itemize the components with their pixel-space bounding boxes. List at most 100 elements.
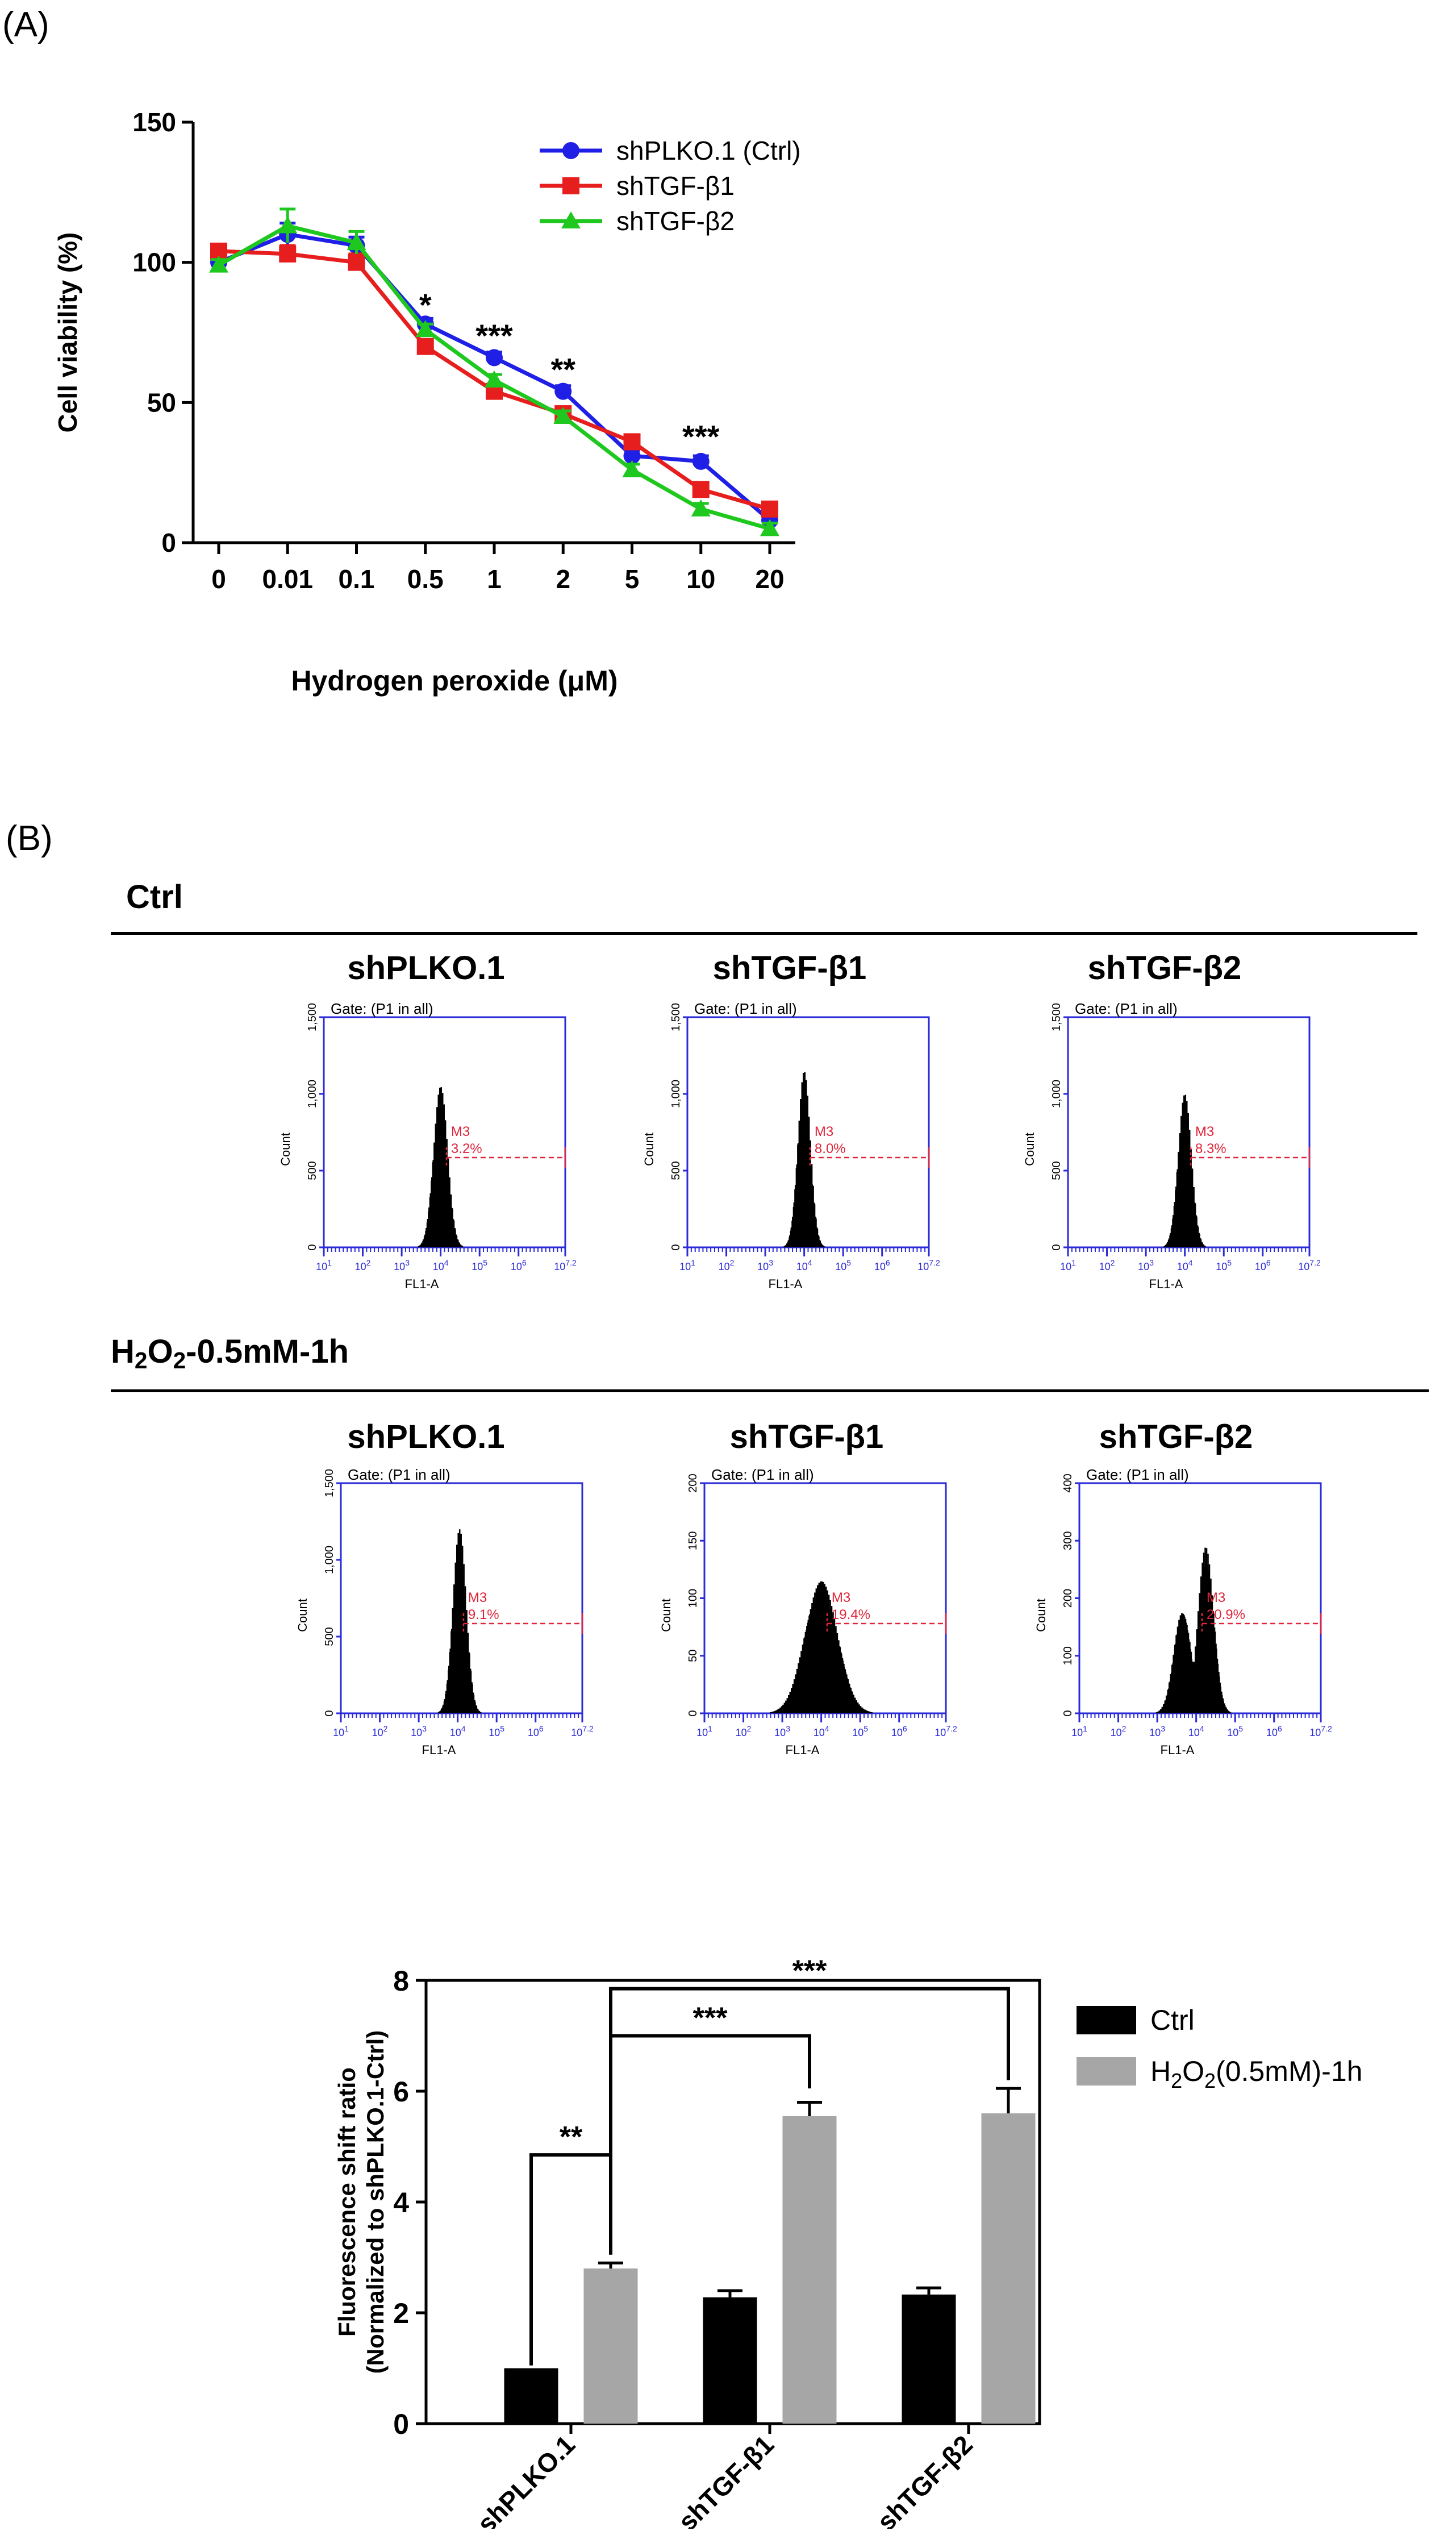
y-tick-label: 500 — [670, 1161, 682, 1180]
y-tick-label: 100 — [1062, 1646, 1074, 1665]
x-tick-label: 102 — [1099, 1258, 1115, 1272]
y-axis-title: Count — [642, 1133, 656, 1166]
legend-swatch-ctrl — [1077, 2006, 1136, 2034]
y-tick-label: 8 — [393, 1965, 409, 1997]
bar — [504, 2368, 558, 2424]
data-point — [278, 216, 298, 234]
y-tick-label: 400 — [1062, 1473, 1074, 1492]
data-point — [623, 447, 641, 465]
histogram-bars — [1155, 1547, 1232, 1713]
y-tick-label: 150 — [687, 1531, 699, 1550]
x-tick-label: 101 — [1071, 1724, 1087, 1738]
y-tick-label: 1,000 — [670, 1080, 682, 1108]
y-axis-title-line1: Fluorescence shift ratio — [333, 2067, 360, 2337]
y-tick-label: 0 — [323, 1710, 336, 1716]
legend-label-ctrl: Ctrl — [1150, 2004, 1195, 2036]
data-point — [760, 519, 779, 536]
significance-label: * — [419, 287, 432, 323]
data-point — [691, 499, 711, 517]
x-tick-label: 102 — [355, 1258, 371, 1272]
x-tick-label: 103 — [394, 1258, 410, 1272]
y-tick-label: 1,500 — [1050, 1003, 1063, 1031]
y-tick-label: 1,000 — [323, 1546, 336, 1574]
bar — [782, 2116, 837, 2424]
x-axis-title: FL1-A — [769, 1277, 803, 1291]
hist-title-ctrl-shtgfb1: shTGF-β1 — [712, 950, 867, 986]
y-axis-title: Cell viability (%) — [53, 232, 82, 433]
section-h2o2-title: H2O2-0.5mM-1h — [111, 1333, 349, 1374]
x-tick-label: 0.5 — [407, 564, 444, 594]
gate-label: Gate: (P1 in all) — [694, 1000, 797, 1017]
marker-name: M3 — [468, 1590, 487, 1605]
panel-a-label: (A) — [2, 5, 49, 44]
y-tick-label: 500 — [1050, 1161, 1063, 1180]
x-tick-label: 101 — [1060, 1258, 1076, 1272]
x-axis-title: Hydrogen peroxide (μM) — [291, 665, 618, 697]
histogram-bars — [1163, 1094, 1206, 1247]
x-tick-label: 105 — [1227, 1724, 1243, 1738]
y-tick-label: 0 — [1050, 1244, 1063, 1250]
bar — [703, 2297, 757, 2424]
y-axis-title: Count — [659, 1599, 673, 1632]
histogram-ctrl-shplko: Gate: (P1 in all) 0 500 1,000 1,500 Count 101 1… — [278, 1000, 577, 1291]
marker-name: M3 — [1195, 1124, 1214, 1139]
data-point — [553, 407, 573, 424]
x-tick-label: 105 — [472, 1258, 487, 1272]
y-tick-label: 0 — [161, 528, 176, 557]
histogram-h2o2-shtgfb1: Gate: (P1 in all) 0 50 100 150 200 Count 101 102… — [659, 1466, 957, 1757]
x-axis-title: FL1-A — [1149, 1277, 1183, 1291]
data-point — [416, 338, 434, 355]
y-axis-title: Count — [1034, 1599, 1048, 1632]
y-tick-label: 0 — [670, 1244, 682, 1250]
x-tick-label: 0.01 — [262, 564, 313, 594]
x-tick-label: 102 — [736, 1724, 752, 1738]
x-tick-label: 20 — [755, 564, 784, 594]
x-tick-label: 106 — [1255, 1258, 1271, 1272]
marker-value: 20.9% — [1207, 1607, 1245, 1622]
marker-value: 8.3% — [1195, 1141, 1226, 1156]
x-tick-label: 103 — [1149, 1724, 1165, 1738]
x-tick-label: 0 — [211, 564, 226, 594]
x-tick-label: 107.2 — [1309, 1724, 1332, 1738]
section-h2o2-rule — [111, 1389, 1429, 1392]
significance-bracket — [609, 1987, 1010, 2255]
y-tick-label: 200 — [687, 1473, 699, 1492]
y-tick-label: 500 — [306, 1161, 319, 1180]
cell-viability-line-chart: 0 50 100 150 0 0.01 0.1 0.5 1 2 5 10 20 Cell viabilit… — [53, 107, 801, 697]
histogram-bars — [418, 1087, 464, 1247]
marker-name: M3 — [451, 1124, 470, 1139]
y-tick-label: 1,000 — [1050, 1080, 1063, 1108]
x-tick-label: 101 — [679, 1258, 695, 1272]
x-axis-title: FL1-A — [1161, 1743, 1195, 1757]
gate-label: Gate: (P1 in all) — [711, 1466, 814, 1483]
data-point — [348, 253, 365, 271]
x-tick-label: 106 — [874, 1258, 890, 1272]
y-axis-title: Count — [295, 1599, 310, 1632]
significance-label: ** — [560, 2121, 583, 2154]
y-tick-label: 50 — [687, 1650, 699, 1662]
significance-bracket — [609, 2034, 811, 2255]
x-tick-label: 104 — [450, 1724, 466, 1738]
data-point — [347, 233, 366, 251]
y-axis-title: Count — [1023, 1133, 1037, 1166]
y-tick-label: 200 — [1062, 1589, 1074, 1608]
legend-label-h2o2: H2O2(0.5mM)-1h — [1150, 2055, 1362, 2092]
x-tick-label: shTGF-β2 — [871, 2429, 979, 2529]
data-point — [554, 382, 572, 400]
legend-marker — [561, 211, 581, 228]
significance-label: *** — [475, 318, 513, 353]
panel-b-label: (B) — [6, 819, 53, 858]
hist-title-h2o2-shtgfb2: shTGF-β2 — [1099, 1418, 1253, 1455]
marker-value: 19.4% — [832, 1607, 870, 1622]
marker-name: M3 — [832, 1590, 850, 1605]
y-tick-label: 1,500 — [670, 1003, 682, 1031]
data-point — [761, 500, 778, 518]
x-tick-label: 106 — [511, 1258, 527, 1272]
hist-title-h2o2-shtgfb1: shTGF-β1 — [729, 1418, 884, 1455]
y-tick-label: 50 — [147, 388, 176, 417]
legend-label: shPLKO.1 (Ctrl) — [616, 136, 801, 165]
x-tick-label: 103 — [757, 1258, 773, 1272]
x-tick-label: 105 — [852, 1724, 868, 1738]
x-tick-label: 103 — [411, 1724, 427, 1738]
y-tick-label: 100 — [687, 1589, 699, 1608]
